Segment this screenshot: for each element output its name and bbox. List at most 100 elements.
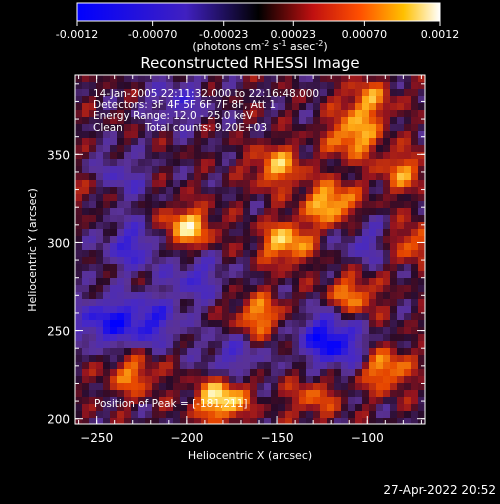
heatmap-cell (355, 138, 363, 146)
heatmap-cell (257, 334, 265, 342)
heatmap-cell (152, 390, 160, 398)
heatmap-cell (131, 131, 139, 139)
y-tick-label: 250 (47, 325, 70, 339)
heatmap-cell (390, 250, 398, 258)
heatmap-cell (285, 117, 293, 125)
heatmap-cell (75, 166, 83, 174)
colorbar-tick-label: 0.0012 (421, 28, 460, 41)
heatmap-cell (278, 313, 286, 321)
heatmap-cell (131, 292, 139, 300)
heatmap-cell (327, 187, 335, 195)
heatmap-cell (159, 215, 167, 223)
heatmap-cell (411, 257, 419, 265)
heatmap-cell (201, 89, 209, 97)
heatmap-cell (89, 369, 97, 377)
heatmap-cell (194, 292, 202, 300)
heatmap-cell (390, 138, 398, 146)
heatmap-cell (110, 229, 118, 237)
heatmap-cell (404, 327, 412, 335)
heatmap-cell (411, 124, 419, 132)
heatmap-cell (103, 236, 111, 244)
heatmap-cell (390, 320, 398, 328)
heatmap-cell (103, 369, 111, 377)
heatmap-cell (348, 390, 356, 398)
heatmap-cell (110, 278, 118, 286)
heatmap-cell (145, 418, 153, 425)
heatmap-cell (292, 124, 300, 132)
heatmap-cell (124, 383, 132, 391)
heatmap-cell (383, 110, 391, 118)
heatmap-cell (341, 299, 349, 307)
heatmap-cell (215, 82, 223, 90)
heatmap-cell (271, 236, 279, 244)
heatmap-cell (96, 152, 104, 160)
heatmap-cell (194, 166, 202, 174)
heatmap-cell (257, 215, 265, 223)
heatmap-cell (243, 138, 251, 146)
heatmap-cell (236, 404, 244, 412)
heatmap-cell (404, 376, 412, 384)
heatmap-cell (229, 215, 237, 223)
heatmap-cell (117, 411, 125, 419)
heatmap-cell (117, 180, 125, 188)
heatmap-cell (390, 194, 398, 202)
heatmap-cell (75, 138, 83, 146)
heatmap-cell (243, 334, 251, 342)
heatmap-cell (124, 390, 132, 398)
heatmap-cell (82, 131, 90, 139)
heatmap-cell (313, 299, 321, 307)
heatmap-cell (292, 89, 300, 97)
heatmap-cell (152, 117, 160, 125)
heatmap-cell (208, 418, 216, 425)
heatmap-cell (208, 306, 216, 314)
heatmap-cell (250, 355, 258, 363)
heatmap-cell (180, 285, 188, 293)
heatmap-cell (327, 404, 335, 412)
heatmap-cell (299, 124, 307, 132)
heatmap-cell (89, 355, 97, 363)
heatmap-cell (369, 96, 377, 104)
heatmap-cell (187, 362, 195, 370)
heatmap-cell (187, 166, 195, 174)
heatmap-cell (159, 96, 167, 104)
heatmap-cell (222, 159, 230, 167)
heatmap-cell (390, 285, 398, 293)
heatmap-cell (418, 138, 426, 146)
heatmap-cell (278, 152, 286, 160)
heatmap-cell (285, 75, 293, 83)
heatmap-cell (369, 152, 377, 160)
heatmap-cell (208, 292, 216, 300)
heatmap-cell (404, 110, 412, 118)
heatmap-cell (117, 376, 125, 384)
heatmap-cell (194, 229, 202, 237)
heatmap-cell (285, 145, 293, 153)
x-tick-label: −200 (170, 431, 203, 445)
heatmap-cell (103, 390, 111, 398)
heatmap-cell (285, 285, 293, 293)
heatmap-cell (124, 159, 132, 167)
heatmap-cell (355, 369, 363, 377)
heatmap-cell (257, 397, 265, 405)
heatmap-cell (215, 89, 223, 97)
heatmap-cell (194, 376, 202, 384)
heatmap-cell (355, 327, 363, 335)
heatmap-cell (348, 243, 356, 251)
heatmap-cell (103, 166, 111, 174)
heatmap-cell (236, 201, 244, 209)
heatmap-cell (264, 82, 272, 90)
heatmap-cell (180, 96, 188, 104)
heatmap-cell (411, 103, 419, 111)
heatmap-cell (341, 243, 349, 251)
heatmap-cell (313, 411, 321, 419)
heatmap-cell (313, 159, 321, 167)
heatmap-cell (215, 292, 223, 300)
heatmap-cell (103, 117, 111, 125)
heatmap-cell (75, 103, 83, 111)
heatmap-cell (327, 285, 335, 293)
heatmap-cell (418, 180, 426, 188)
heatmap-cell (264, 222, 272, 230)
heatmap-cell (75, 159, 83, 167)
heatmap-cell (75, 236, 83, 244)
heatmap-cell (285, 306, 293, 314)
heatmap-cell (306, 96, 314, 104)
